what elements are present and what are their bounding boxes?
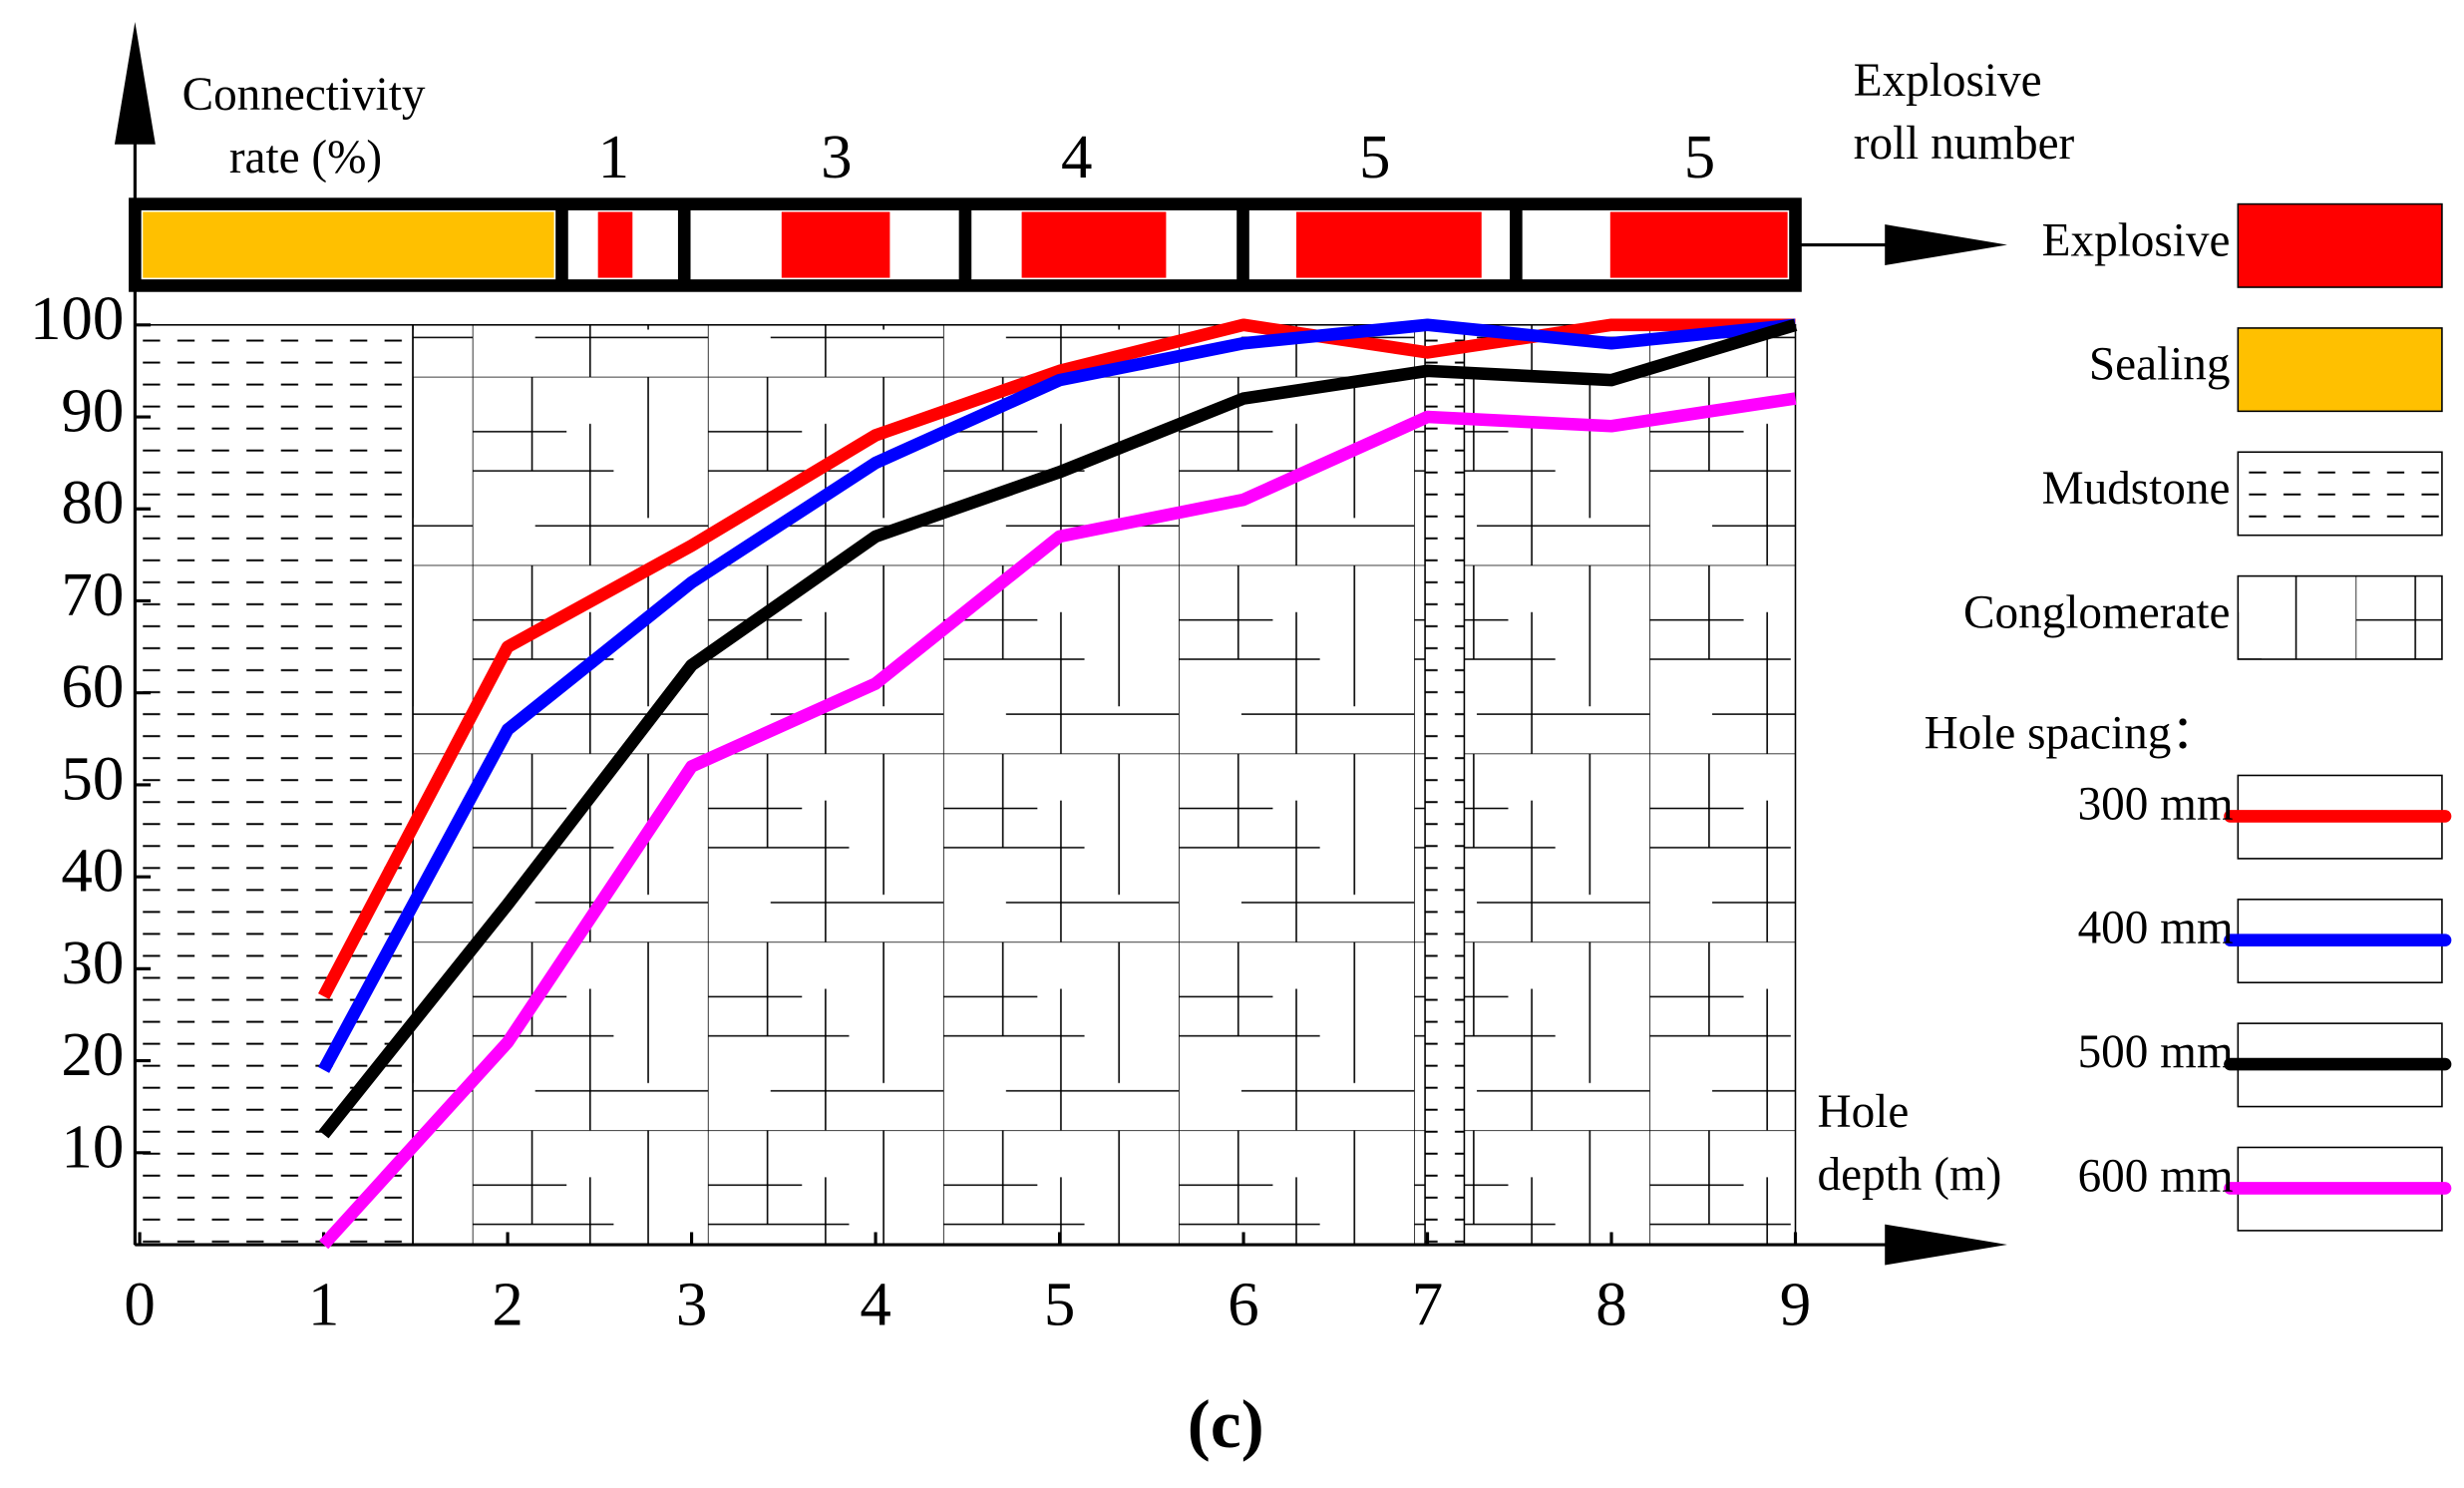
roll-number: 5 [1684, 122, 1715, 191]
x-tick-label: 0 [124, 1270, 155, 1339]
y-axis-label: rate (%) [229, 132, 382, 184]
series-line [318, 318, 1797, 1073]
axes [133, 125, 1901, 1247]
x-tick-label: 9 [1780, 1270, 1811, 1339]
caption: (c) [1188, 1385, 1264, 1462]
x-tick-label: 6 [1228, 1270, 1258, 1339]
y-tick-label: 70 [61, 559, 124, 629]
roll-number: 5 [1359, 122, 1390, 191]
mudstone-area [134, 323, 414, 1246]
bar-label: roll number [1854, 118, 2075, 170]
legend-label: 300 mm [2078, 778, 2234, 830]
y-tick-label: 80 [61, 468, 124, 538]
x-tick-label: 5 [1044, 1270, 1075, 1339]
bar-arrow [1885, 224, 2007, 265]
roll-number: 4 [1061, 122, 1092, 191]
x-tick-label: 7 [1412, 1270, 1443, 1339]
y-tick-label: 100 [30, 283, 124, 353]
legend-label: 400 mm [2078, 903, 2234, 954]
series-line [318, 392, 1797, 1250]
y-arrow [114, 22, 156, 145]
y-tick-label: 30 [61, 928, 124, 997]
bar-label: Explosive [1854, 55, 2042, 107]
x-arrow [1885, 1224, 2007, 1266]
legend [2237, 202, 2443, 660]
x-axis-label: Hole [1818, 1086, 1910, 1138]
legend-label: Mudstone [2042, 463, 2231, 515]
legend-label: Conglomerate [1963, 586, 2230, 638]
series-line [318, 318, 1798, 1139]
legend-label: 600 mm [2078, 1150, 2234, 1202]
conglomerate-area [412, 323, 1797, 1246]
y-tick-label: 10 [61, 1111, 124, 1181]
x-tick-label: 1 [308, 1270, 339, 1339]
x-tick-label: 4 [860, 1270, 890, 1339]
x-tick-label: 2 [492, 1270, 523, 1339]
legend-label: Sealing [2089, 339, 2231, 391]
y-tick-label: 20 [61, 1019, 124, 1089]
y-tick-label: 50 [61, 743, 124, 813]
roll-number: 3 [821, 122, 852, 191]
y-axis-label: Connectivity [182, 69, 426, 121]
y-tick-label: 40 [61, 836, 124, 906]
legend-label: Explosive [2042, 214, 2231, 266]
roll-number: 1 [598, 122, 629, 191]
x-tick-label: 3 [676, 1270, 707, 1339]
mudstone-strip [1424, 323, 1466, 1246]
x-axis-label: depth (m) [1818, 1149, 2002, 1201]
x-tick-label: 8 [1595, 1270, 1626, 1339]
legend-label: 500 mm [2078, 1026, 2234, 1078]
y-tick-label: 60 [61, 651, 124, 721]
legend-title: Hole spacing： [1925, 708, 2219, 760]
explosive-bar [129, 197, 1802, 292]
y-tick-label: 90 [61, 375, 124, 445]
